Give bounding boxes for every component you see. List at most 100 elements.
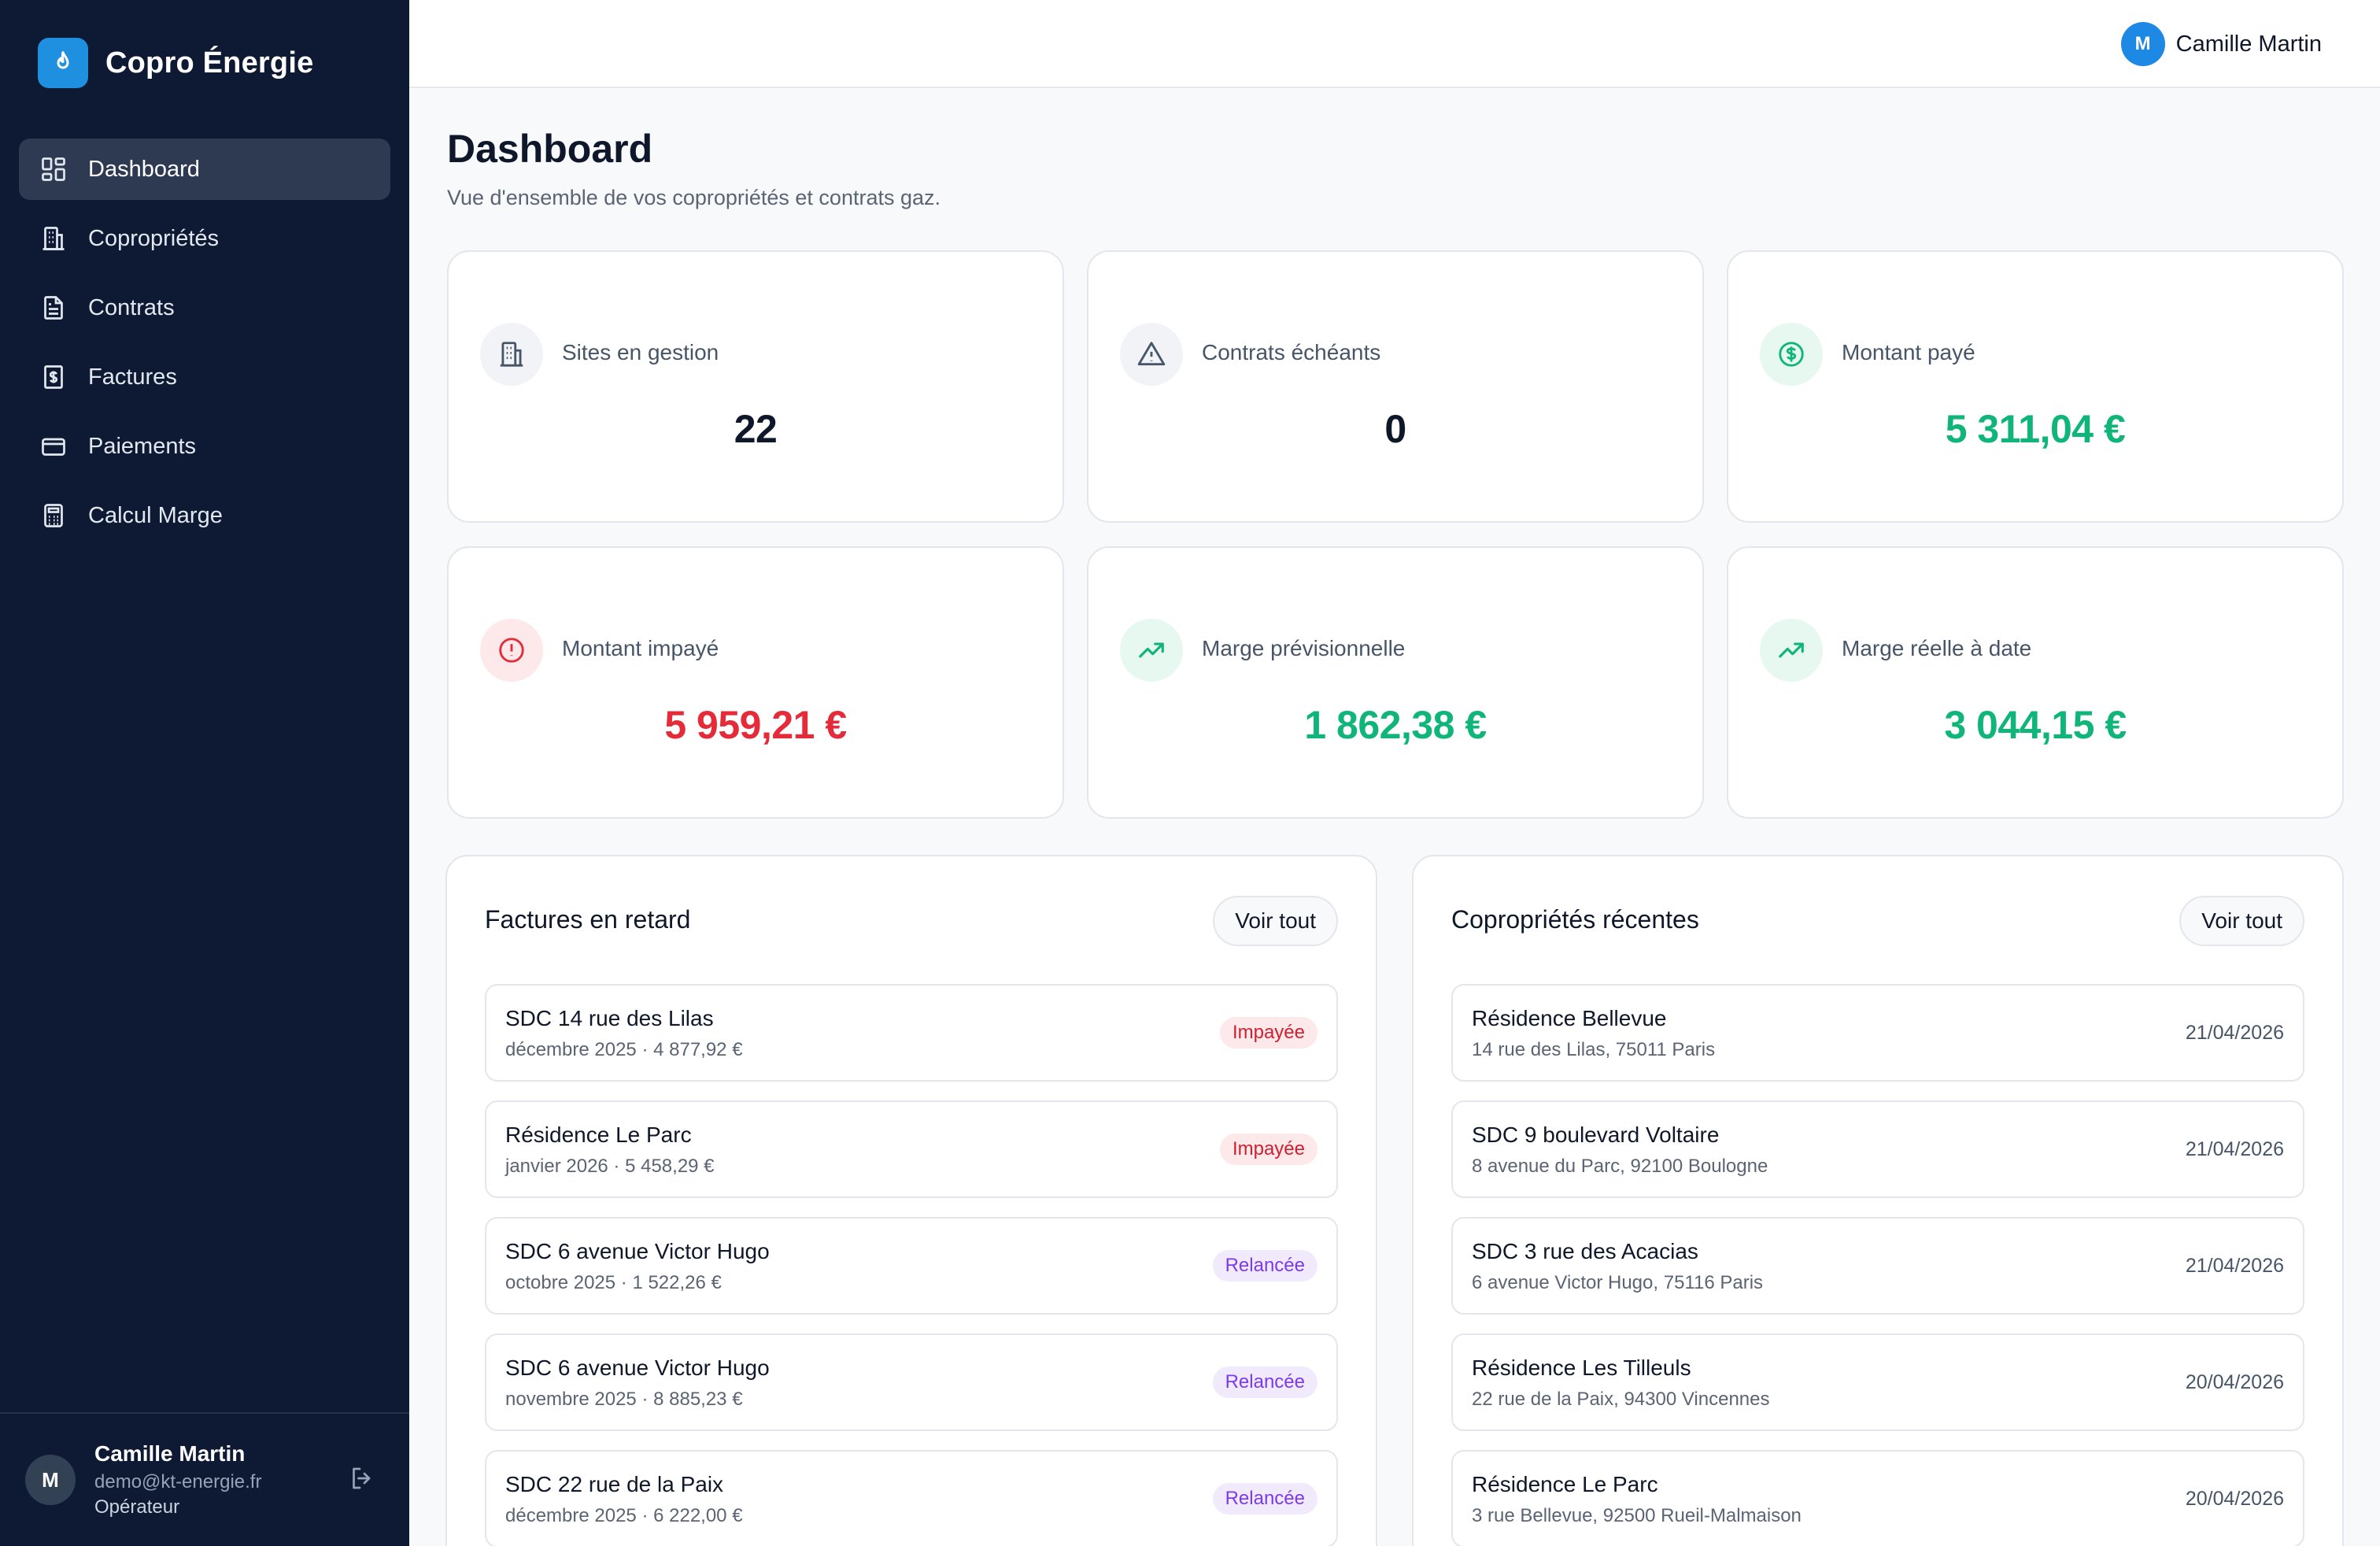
list-item[interactable]: Résidence Le Parc janvier 2026 · 5 458,2… (485, 1100, 1338, 1198)
sidebar-item-label: Copropriétés (88, 225, 220, 251)
topbar: M Camille Martin (409, 0, 2380, 88)
sidebar-user: M Camille Martin demo@kt-energie.fr Opér… (0, 1412, 409, 1546)
late-invoices-panel: Factures en retard Voir tout SDC 14 rue … (445, 855, 1377, 1546)
copro-address: 8 avenue du Parc, 92100 Boulogne (1472, 1156, 1768, 1177)
invoice-name: SDC 14 rue des Lilas (505, 1006, 714, 1030)
see-all-invoices-button[interactable]: Voir tout (1213, 896, 1338, 946)
invoice-detail: décembre 2025 · 4 877,92 € (505, 1039, 743, 1060)
invoice-detail: décembre 2025 · 6 222,00 € (505, 1505, 743, 1526)
invoice-name: SDC 6 avenue Victor Hugo (505, 1356, 770, 1380)
building-icon (38, 223, 69, 254)
panel-title: Factures en retard (485, 905, 691, 934)
sidebar-item-label: Factures (88, 364, 177, 390)
sidebar-item-calcul-marge[interactable]: Calcul Marge (19, 485, 390, 546)
stat-value: 3 044,15 € (1944, 703, 2127, 747)
sidebar-item-label: Paiements (88, 433, 197, 459)
stat-label: Montant impayé (562, 636, 719, 660)
building-icon (480, 323, 543, 386)
logout-icon[interactable] (348, 1464, 376, 1492)
credit-card-icon (38, 431, 69, 462)
sidebar-item-label: Contrats (88, 294, 175, 320)
list-item[interactable]: Résidence Bellevue 14 rue des Lilas, 750… (1451, 984, 2304, 1082)
alert-circle-icon (480, 619, 543, 682)
status-badge: Relancée (1212, 1483, 1318, 1515)
brand[interactable]: Copro Énergie (38, 38, 313, 88)
app-name: Copro Énergie (105, 46, 314, 80)
sidebar-item-dashboard[interactable]: Dashboard (19, 139, 390, 200)
copro-date: 21/04/2026 (2185, 1022, 2284, 1044)
stat-value: 22 (734, 407, 778, 451)
copro-name: Résidence Le Parc (1472, 1472, 1658, 1496)
copro-address: 14 rue des Lilas, 75011 Paris (1472, 1039, 1716, 1060)
warning-icon (1120, 323, 1183, 386)
sidebar-nav: Dashboard Copropriétés Contrats Factures… (19, 139, 390, 554)
page-subtitle: Vue d'ensemble de vos copropriétés et co… (447, 186, 941, 209)
copro-date: 20/04/2026 (2185, 1371, 2284, 1393)
calculator-icon (38, 500, 69, 531)
status-badge: Relancée (1212, 1367, 1318, 1398)
sidebar-user-info: Camille Martin demo@kt-energie.fr Opérat… (94, 1441, 261, 1518)
status-badge: Relancée (1212, 1250, 1318, 1282)
list-item[interactable]: SDC 22 rue de la Paix décembre 2025 · 6 … (485, 1450, 1338, 1546)
sidebar-user-role: Opérateur (94, 1496, 180, 1518)
copro-name: SDC 3 rue des Acacias (1472, 1239, 1698, 1263)
sidebar-item-paiements[interactable]: Paiements (19, 416, 390, 477)
stat-card-sites: Sites en gestion 22 (447, 250, 1064, 523)
copro-name: SDC 9 boulevard Voltaire (1472, 1123, 1720, 1147)
invoice-detail: novembre 2025 · 8 885,23 € (505, 1389, 743, 1410)
panel-title: Copropriétés récentes (1451, 905, 1699, 934)
stat-label: Montant payé (1842, 340, 1975, 364)
avatar[interactable]: M (25, 1455, 76, 1505)
trending-up-icon (1760, 619, 1823, 682)
dashboard-icon (38, 153, 69, 185)
stat-label: Contrats échéants (1202, 340, 1381, 364)
stat-value: 1 862,38 € (1304, 703, 1487, 747)
list-item[interactable]: SDC 3 rue des Acacias 6 avenue Victor Hu… (1451, 1217, 2304, 1315)
sidebar-user-email: demo@kt-energie.fr (94, 1471, 262, 1492)
stat-card-marge-previsionnelle: Marge prévisionnelle 1 862,38 € (1087, 546, 1704, 819)
avatar: M (2120, 22, 2165, 66)
list-item[interactable]: SDC 6 avenue Victor Hugo octobre 2025 · … (485, 1217, 1338, 1315)
copro-date: 20/04/2026 (2185, 1488, 2284, 1510)
list-item[interactable]: SDC 14 rue des Lilas décembre 2025 · 4 8… (485, 984, 1338, 1082)
stat-label: Sites en gestion (562, 340, 719, 364)
stat-card-montant-impaye: Montant impayé 5 959,21 € (447, 546, 1064, 819)
status-badge: Impayée (1219, 1134, 1318, 1165)
user-menu[interactable]: M Camille Martin (2120, 22, 2322, 66)
invoice-detail: janvier 2026 · 5 458,29 € (505, 1156, 715, 1177)
copro-date: 21/04/2026 (2185, 1255, 2284, 1277)
sidebar-item-factures[interactable]: Factures (19, 346, 390, 408)
user-name: Camille Martin (2175, 31, 2322, 57)
trending-up-icon (1120, 619, 1183, 682)
invoice-name: Résidence Le Parc (505, 1123, 692, 1147)
copro-address: 6 avenue Victor Hugo, 75116 Paris (1472, 1272, 1764, 1293)
sidebar-item-coproprietes[interactable]: Copropriétés (19, 208, 390, 269)
sidebar-item-contrats[interactable]: Contrats (19, 277, 390, 338)
copro-address: 3 rue Bellevue, 92500 Rueil-Malmaison (1472, 1505, 1802, 1526)
stat-card-montant-paye: Montant payé 5 311,04 € (1727, 250, 2344, 523)
stat-value: 5 959,21 € (664, 703, 847, 747)
flame-icon (38, 38, 88, 88)
list-item[interactable]: SDC 6 avenue Victor Hugo novembre 2025 ·… (485, 1333, 1338, 1431)
copro-name: Résidence Bellevue (1472, 1006, 1667, 1030)
dollar-circle-icon (1760, 323, 1823, 386)
stat-card-contrats-echeants: Contrats échéants 0 (1087, 250, 1704, 523)
sidebar: Copro Énergie Dashboard Copropriétés Con… (0, 0, 409, 1546)
copro-address: 22 rue de la Paix, 94300 Vincennes (1472, 1389, 1770, 1410)
copro-date: 21/04/2026 (2185, 1138, 2284, 1160)
page-title: Dashboard (447, 127, 653, 171)
stat-value: 0 (1384, 407, 1406, 451)
recent-copros-panel: Copropriétés récentes Voir tout Résidenc… (1412, 855, 2344, 1546)
sidebar-item-label: Dashboard (88, 156, 200, 182)
see-all-copros-button[interactable]: Voir tout (2179, 896, 2304, 946)
stat-label: Marge prévisionnelle (1202, 636, 1406, 660)
list-item[interactable]: Résidence Les Tilleuls 22 rue de la Paix… (1451, 1333, 2304, 1431)
invoice-icon (38, 361, 69, 393)
copro-name: Résidence Les Tilleuls (1472, 1356, 1691, 1380)
stat-card-marge-reelle: Marge réelle à date 3 044,15 € (1727, 546, 2344, 819)
sidebar-item-label: Calcul Marge (88, 502, 223, 528)
document-icon (38, 292, 69, 324)
list-item[interactable]: Résidence Le Parc 3 rue Bellevue, 92500 … (1451, 1450, 2304, 1546)
list-item[interactable]: SDC 9 boulevard Voltaire 8 avenue du Par… (1451, 1100, 2304, 1198)
stat-label: Marge réelle à date (1842, 636, 2032, 660)
